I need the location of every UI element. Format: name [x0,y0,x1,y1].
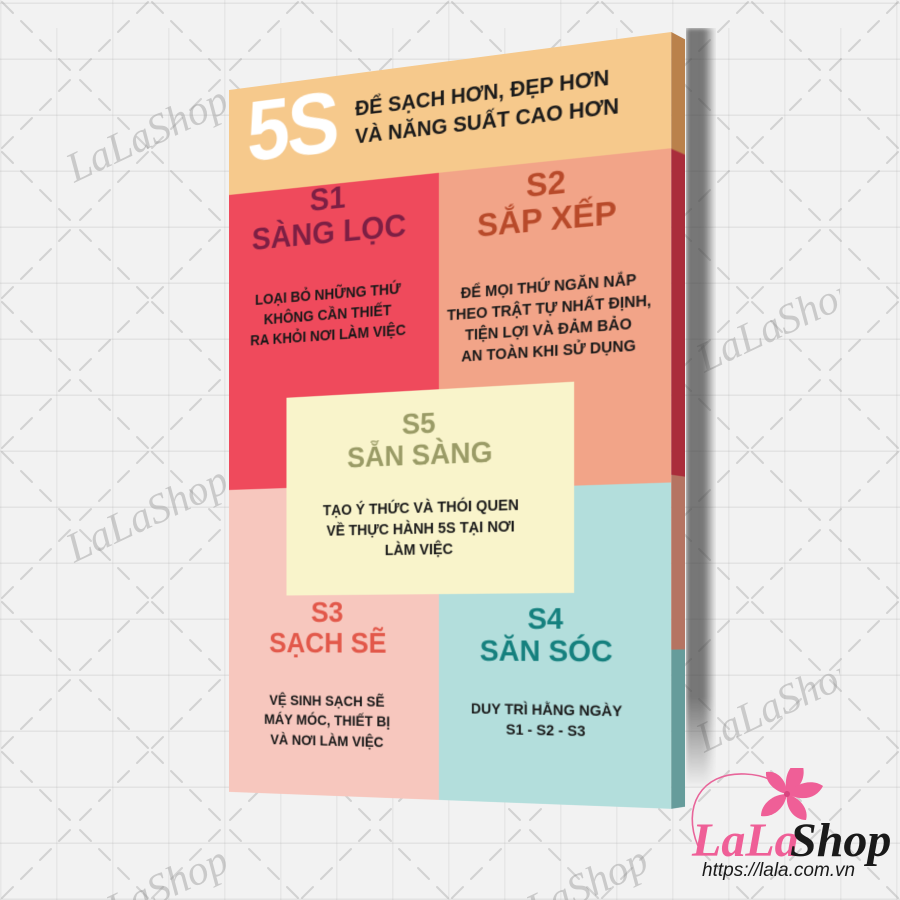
svg-text:https://lala.com.vn: https://lala.com.vn [702,860,855,881]
